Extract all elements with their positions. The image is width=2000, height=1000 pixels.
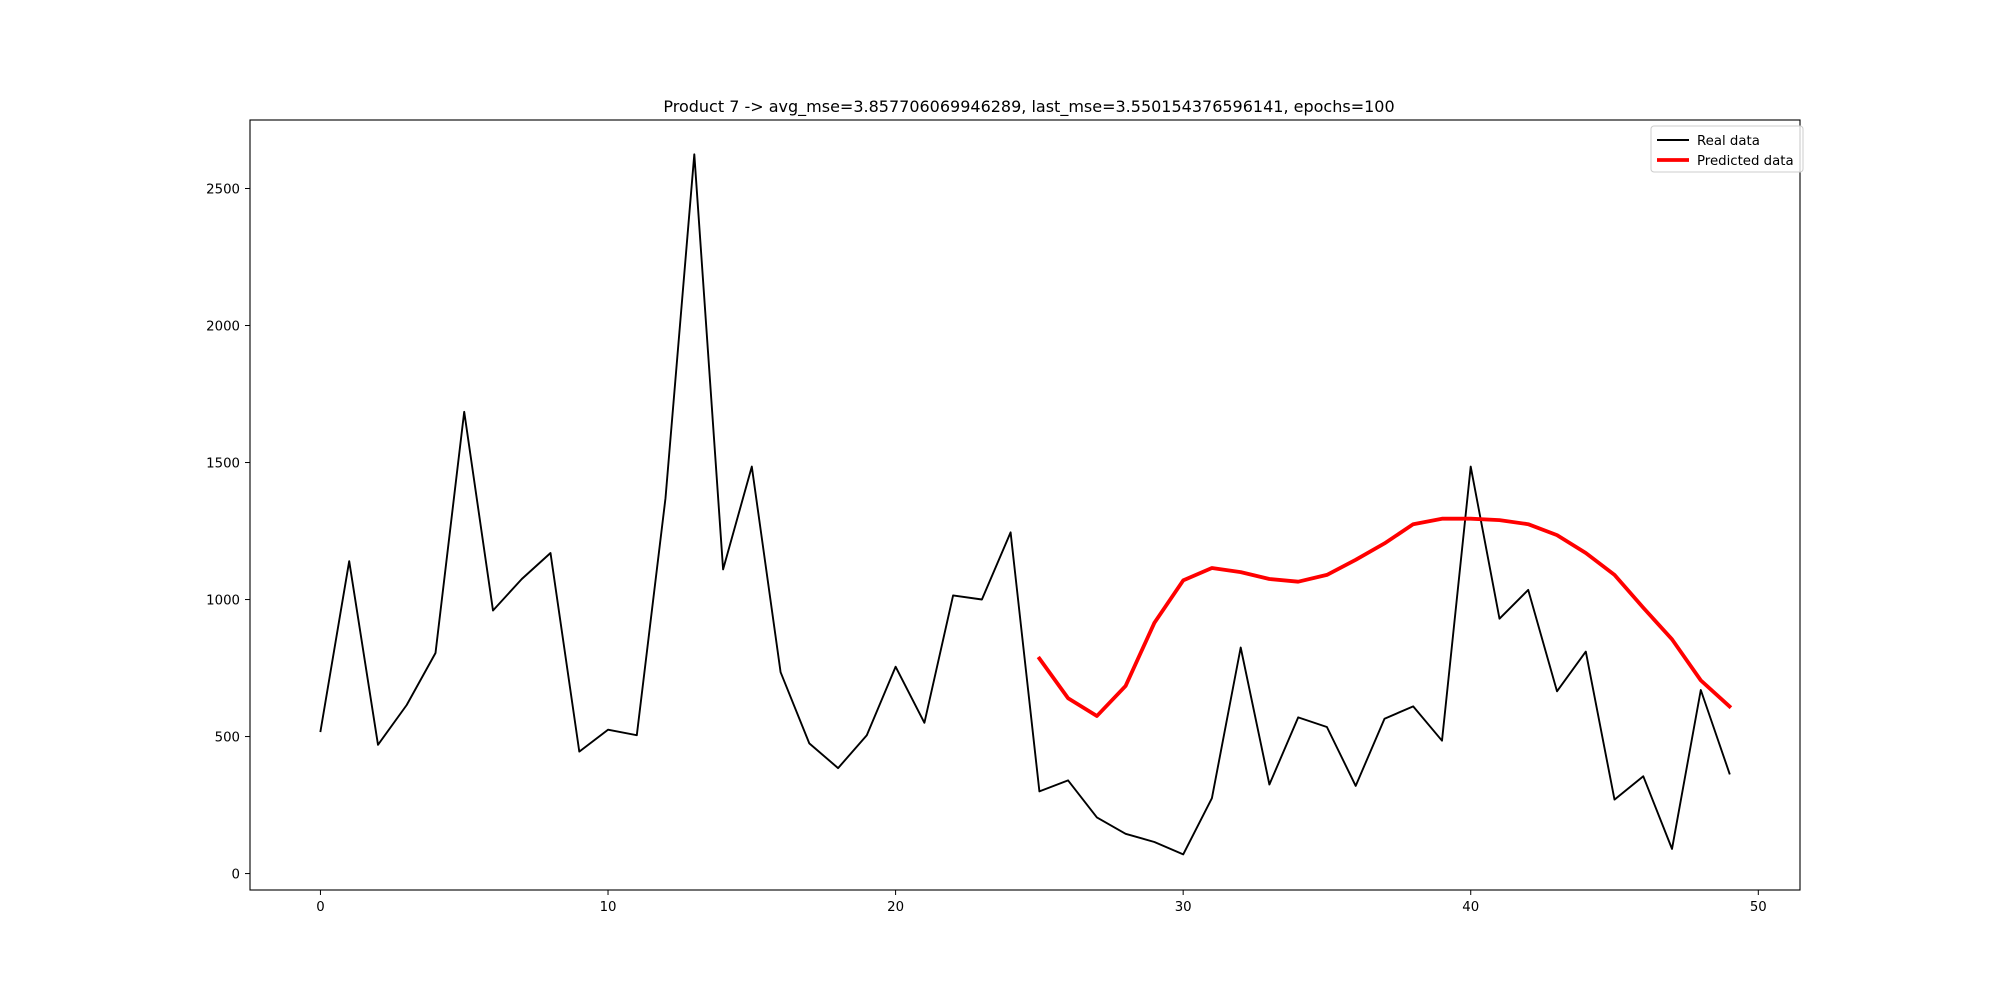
y-tick-label: 2500 bbox=[206, 183, 240, 198]
y-tick-label: 1500 bbox=[206, 457, 240, 472]
legend-label: Predicted data bbox=[1697, 154, 1794, 169]
x-tick-label: 30 bbox=[1175, 900, 1192, 915]
y-tick-label: 0 bbox=[232, 868, 240, 883]
x-tick-label: 0 bbox=[316, 900, 324, 915]
y-tick-label: 2000 bbox=[206, 320, 240, 335]
y-tick-label: 1000 bbox=[206, 594, 240, 609]
chart-title: Product 7 -> avg_mse=3.857706069946289, … bbox=[663, 97, 1394, 117]
legend: Real data Predicted data bbox=[1650, 125, 1804, 173]
x-tick-label: 50 bbox=[1750, 900, 1767, 915]
series-line-predicted-data bbox=[1036, 516, 1733, 718]
y-tick-label: 500 bbox=[215, 731, 240, 746]
x-tick-label: 20 bbox=[887, 900, 904, 915]
legend-label: Real data bbox=[1697, 134, 1760, 149]
x-tick-label: 10 bbox=[600, 900, 617, 915]
axes-frame bbox=[249, 119, 1801, 891]
series-line-real-data bbox=[319, 153, 1731, 856]
x-tick-label: 40 bbox=[1462, 900, 1479, 915]
